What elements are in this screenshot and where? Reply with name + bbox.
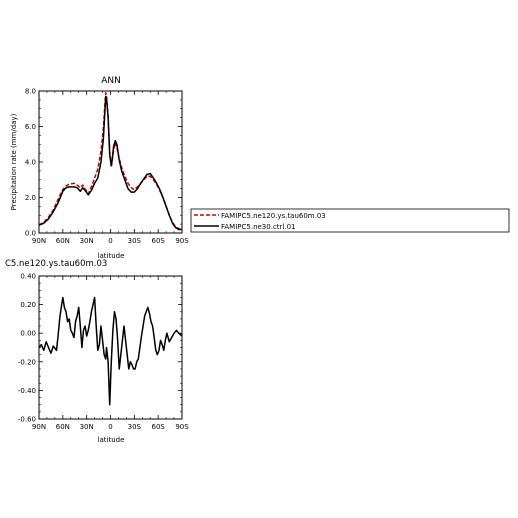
top-xtick-label: 30S xyxy=(128,237,142,245)
bot-ytick-label: -0.40 xyxy=(18,387,36,395)
top-y-axis-label: Precipitation rate (mm/day) xyxy=(10,113,18,210)
bottom-panel: C5.ne120.ys.tau60m.03 latitude -0.60 -0.4… xyxy=(5,259,189,444)
top-title: ANN xyxy=(101,76,121,86)
bottom-series-group xyxy=(38,296,183,406)
top-xtick-label: 90S xyxy=(175,237,189,245)
top-x-axis-label: latitude xyxy=(98,252,125,260)
legend: FAMIPC5.ne120.ys.tau60m.03 FAMIPC5.ne30.… xyxy=(190,208,510,233)
top-xtick-label: 90N xyxy=(32,237,46,245)
bot-ytick-label: -0.20 xyxy=(18,358,36,366)
top-series-group xyxy=(38,92,183,231)
bot-ytick-label: 0.40 xyxy=(20,273,36,281)
top-ytick-label: 0.0 xyxy=(25,230,36,238)
top-xtick-label: 0 xyxy=(108,237,112,245)
top-ytick-label: 6.0 xyxy=(25,123,36,131)
bot-xtick-label: 0 xyxy=(108,423,112,431)
top-ytick-label: 4.0 xyxy=(25,159,36,167)
top-y-ticks: 0.0 2.0 4.0 6.0 8.0 xyxy=(25,88,182,238)
bot-xtick-label: 60N xyxy=(56,423,70,431)
top-plot-frame xyxy=(38,90,183,234)
bot-xtick-label: 60S xyxy=(151,423,165,431)
bot-ytick-label: -0.60 xyxy=(18,416,36,424)
bot-series-line-0 xyxy=(38,296,183,406)
bottom-plot-frame xyxy=(38,275,183,420)
legend-label-ne120: FAMIPC5.ne120.ys.tau60m.03 xyxy=(221,212,326,220)
top-xtick-label: 60S xyxy=(151,237,165,245)
bottom-title: C5.ne120.ys.tau60m.03 xyxy=(5,259,107,269)
bottom-x-ticks: 90N 60N 30N 0 30S 60S 90S xyxy=(32,276,189,431)
top-x-ticks: 90N 60N 30N 0 30S 60S 90S xyxy=(32,91,189,245)
bottom-x-axis-label: latitude xyxy=(98,436,125,444)
top-series-line-1 xyxy=(38,95,182,231)
legend-box xyxy=(190,208,510,233)
top-panel: ANN Precipitation rate (mm/day) latitude… xyxy=(10,76,189,260)
bot-xtick-label: 30S xyxy=(128,423,142,431)
top-xtick-label: 30N xyxy=(80,237,94,245)
top-ytick-label: 2.0 xyxy=(25,194,36,202)
top-xtick-label: 60N xyxy=(56,237,70,245)
top-ytick-label: 8.0 xyxy=(25,88,36,96)
bot-xtick-label: 90S xyxy=(175,423,189,431)
bot-xtick-label: 90N xyxy=(32,423,46,431)
bot-ytick-label: 0.20 xyxy=(20,301,36,309)
bot-xtick-label: 30N xyxy=(80,423,94,431)
bot-ytick-label: 0.00 xyxy=(20,330,36,338)
legend-label-ne30: FAMIPC5.ne30.ctrl.01 xyxy=(221,223,296,231)
